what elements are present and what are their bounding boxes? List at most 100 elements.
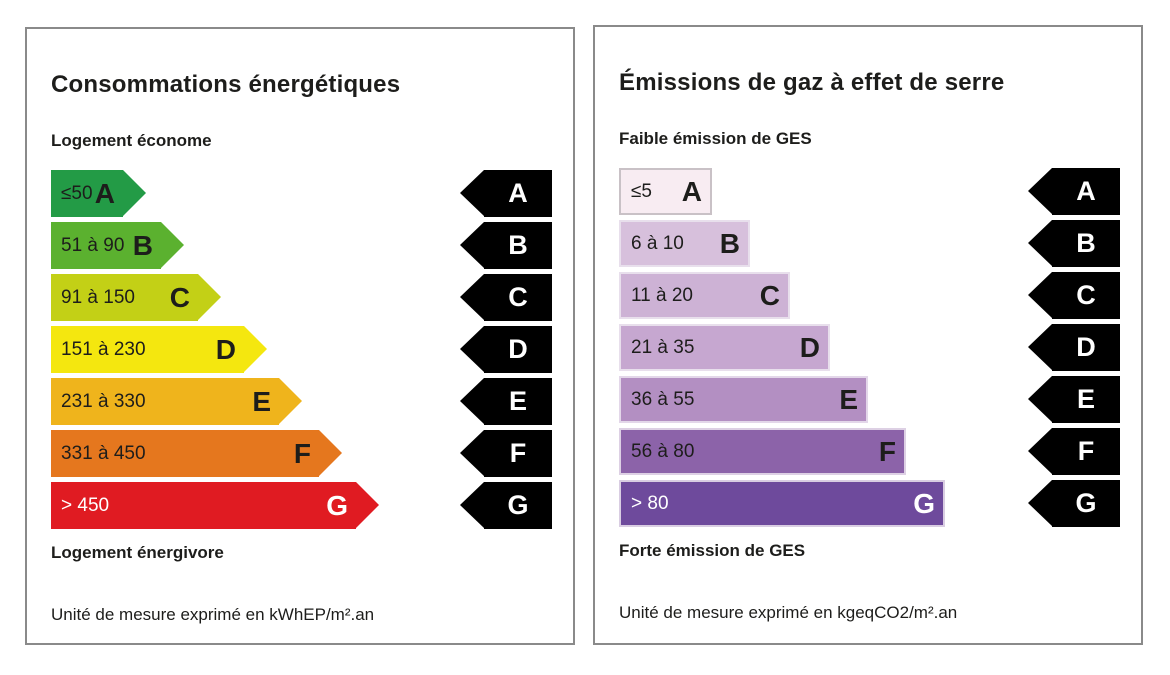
energy-bar-f: 331 à 450 F (51, 430, 342, 477)
energy-pennant-letter-b: B (484, 222, 552, 269)
ges-bar-e: 36 à 55 E (619, 376, 868, 423)
ges-letter-f: F (878, 435, 896, 467)
energy-letter-f: F (293, 437, 311, 469)
energy-range-b: 51 à 90 (61, 234, 125, 256)
energy-top-label: Logement économe (51, 131, 212, 150)
left-arrow-tip-icon (1028, 272, 1052, 318)
energy-range-e: 231 à 330 (61, 390, 146, 412)
ges-bar-a: ≤5 A (619, 168, 712, 215)
ges-panel-title: Émissions de gaz à effet de serre (619, 69, 1005, 96)
ges-pennant-b: B (1028, 220, 1120, 267)
energy-panel: Consommations énergétiques Logement écon… (25, 27, 575, 645)
ges-bar-f: 56 à 80 F (619, 428, 906, 475)
ges-pennant-letter-b: B (1052, 220, 1120, 267)
energy-range-d: 151 à 230 (61, 338, 146, 360)
ges-pennant-c: C (1028, 272, 1120, 319)
ges-pennant-letter-d: D (1052, 324, 1120, 371)
ges-unit-label: Unité de mesure exprimé en kgeqCO2/m².an (619, 603, 958, 622)
energy-pennant-letter-e: E (484, 378, 552, 425)
left-arrow-tip-icon (460, 378, 484, 424)
energy-pennant-c: C (460, 274, 552, 321)
energy-bar-c-arrow-tip (198, 274, 221, 320)
energy-range-a: ≤50 (61, 182, 93, 204)
ges-bar-c: 11 à 20 C (619, 272, 790, 319)
energy-bar-a-arrow-tip (123, 170, 146, 216)
energy-letter-d: D (215, 333, 236, 365)
energy-pennant-letter-g: G (484, 482, 552, 529)
energy-pennant-f: F (460, 430, 552, 477)
energy-bar-e-arrow-tip (279, 378, 302, 424)
energy-bar-b: 51 à 90 B (51, 222, 184, 269)
ges-range-f: 56 à 80 (631, 440, 695, 462)
ges-pennant-e: E (1028, 376, 1120, 423)
ges-letter-d: D (799, 331, 820, 363)
left-arrow-tip-icon (460, 482, 484, 528)
energy-range-f: 331 à 450 (61, 442, 146, 464)
energy-range-c: 91 à 150 (61, 286, 135, 308)
left-arrow-tip-icon (460, 170, 484, 216)
ges-bar-d: 21 à 35 D (619, 324, 830, 371)
ges-pennant-letter-e: E (1052, 376, 1120, 423)
left-arrow-tip-icon (1028, 376, 1052, 422)
ges-pennant-letter-a: A (1052, 168, 1120, 215)
left-arrow-tip-icon (460, 274, 484, 320)
ges-range-b: 6 à 10 (631, 232, 684, 254)
energy-pennant-e: E (460, 378, 552, 425)
energy-bar-d: 151 à 230 D (51, 326, 267, 373)
energy-pennant-letter-a: A (484, 170, 552, 217)
ges-panel: Émissions de gaz à effet de serre Faible… (593, 25, 1143, 645)
left-arrow-tip-icon (460, 326, 484, 372)
energy-pennant-letter-d: D (484, 326, 552, 373)
ges-letter-g: G (913, 487, 935, 519)
energy-letter-e: E (252, 385, 271, 417)
left-arrow-tip-icon (1028, 168, 1052, 214)
energy-pennant-letter-f: F (484, 430, 552, 477)
energy-bar-g-arrow-tip (356, 482, 379, 528)
ges-range-d: 21 à 35 (631, 336, 695, 358)
energy-bar-d-arrow-tip (244, 326, 267, 372)
ges-pennant-letter-f: F (1052, 428, 1120, 475)
left-arrow-tip-icon (1028, 428, 1052, 474)
energy-panel-title: Consommations énergétiques (51, 71, 401, 98)
energy-pennant-g: G (460, 482, 552, 529)
left-arrow-tip-icon (460, 222, 484, 268)
ges-bottom-label: Forte émission de GES (619, 541, 806, 560)
energy-bar-c: 91 à 150 C (51, 274, 221, 321)
energy-bottom-label: Logement énergivore (51, 543, 224, 562)
left-arrow-tip-icon (460, 430, 484, 476)
energy-pennant-letter-c: C (484, 274, 552, 321)
energy-letter-a: A (94, 177, 115, 209)
energy-range-g: > 450 (61, 494, 110, 516)
ges-range-c: 11 à 20 (631, 284, 693, 306)
energy-letter-c: C (169, 281, 190, 313)
ges-bar-g: > 80 G (619, 480, 945, 527)
energy-pennant-d: D (460, 326, 552, 373)
left-arrow-tip-icon (1028, 480, 1052, 526)
energy-bar-b-arrow-tip (161, 222, 184, 268)
energy-bar-f-arrow-tip (319, 430, 342, 476)
ges-pennant-letter-g: G (1052, 480, 1120, 527)
ges-pennant-a: A (1028, 168, 1120, 215)
ges-range-g: > 80 (631, 492, 669, 514)
energy-bar-e: 231 à 330 E (51, 378, 302, 425)
ges-top-label: Faible émission de GES (619, 129, 812, 148)
energy-pennant-a: A (460, 170, 552, 217)
ges-pennant-letter-c: C (1052, 272, 1120, 319)
ges-pennant-g: G (1028, 480, 1120, 527)
energy-pennant-b: B (460, 222, 552, 269)
ges-letter-b: B (719, 227, 740, 259)
energy-unit-label: Unité de mesure exprimé en kWhEP/m².an (51, 605, 375, 624)
energy-bar-g: > 450 G (51, 482, 379, 529)
left-arrow-tip-icon (1028, 324, 1052, 370)
energy-bar-a: ≤50 A (51, 170, 146, 217)
ges-range-e: 36 à 55 (631, 388, 695, 410)
energy-letter-b: B (132, 229, 153, 261)
ges-letter-a: A (681, 175, 702, 207)
ges-letter-c: C (759, 279, 780, 311)
ges-pennant-f: F (1028, 428, 1120, 475)
ges-range-a: ≤5 (631, 180, 652, 202)
ges-letter-e: E (839, 383, 858, 415)
ges-pennant-d: D (1028, 324, 1120, 371)
energy-letter-g: G (326, 489, 348, 521)
